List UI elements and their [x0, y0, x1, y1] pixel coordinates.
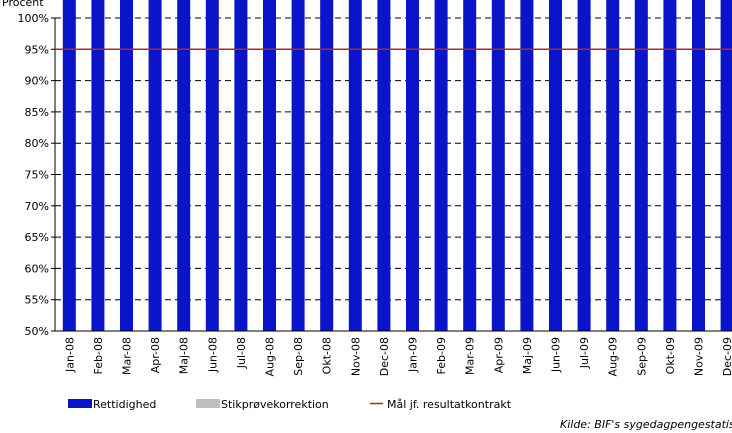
x-tick-label: Jun-08: [206, 337, 219, 373]
x-tick-label: Feb-08: [92, 337, 105, 374]
bar-segment: [177, 0, 191, 331]
bar-segment: [663, 0, 677, 331]
x-tick-label: Aug-09: [607, 337, 620, 376]
source: Kilde: BIF's sygedagpengestatistik: [560, 418, 732, 431]
bar-segment: [91, 0, 105, 331]
bar-segment: [205, 0, 219, 331]
bar-segment: [692, 0, 705, 331]
legend-label: Mål jf. resultatkontrakt: [387, 398, 512, 411]
x-tick-label: Okt-08: [321, 337, 334, 374]
x-tick-label: Mar-08: [121, 337, 134, 375]
x-tick-label: Maj-09: [521, 337, 534, 374]
y-tick-label: 90%: [25, 75, 49, 88]
x-tick-label: Sep-08: [292, 337, 305, 376]
legend-label: Stikprøvekorrektion: [221, 398, 329, 411]
bar-segment: [463, 0, 477, 331]
x-tick-label: Dec-08: [378, 337, 391, 376]
bar-segment: [320, 0, 334, 332]
legend-swatch: [68, 399, 92, 408]
bar-segment: [520, 0, 534, 331]
y-tick-label: 85%: [25, 106, 49, 119]
x-tick-label: Feb-09: [435, 337, 448, 374]
x-tick-label: Jul-09: [578, 337, 591, 369]
bar-segment: [577, 0, 591, 331]
bar-segment: [406, 0, 419, 331]
y-tick-label: 55%: [25, 294, 49, 307]
y-tick-label: 50%: [25, 325, 49, 338]
x-tick-label: Nov-09: [693, 337, 706, 376]
bar-segment: [377, 0, 391, 332]
x-tick-label: Jan-09: [407, 337, 420, 373]
x-tick-label: Jan-08: [63, 337, 76, 373]
x-tick-label: Mar-09: [464, 337, 477, 375]
bar-segment: [491, 0, 505, 332]
bar-segment: [148, 0, 162, 332]
bar-segment: [549, 0, 562, 331]
x-tick-label: Jun-09: [550, 337, 563, 373]
x-tick-label: Nov-08: [349, 337, 362, 376]
x-tick-label: Dec-09: [721, 337, 732, 376]
bar-segment: [348, 0, 362, 331]
x-tick-label: Aug-08: [264, 337, 277, 376]
bar-segment: [62, 0, 76, 331]
bar-segment: [606, 0, 620, 332]
y-tick-label: 60%: [25, 262, 49, 275]
bar-segment: [291, 0, 305, 331]
y-axis-label: Procent: [2, 0, 44, 9]
y-tick-label: 70%: [25, 200, 49, 213]
legend-label: Rettidighed: [93, 398, 156, 411]
y-tick-label: 80%: [25, 137, 49, 150]
bar-segment: [434, 0, 448, 331]
x-tick-label: Sep-09: [635, 337, 648, 376]
bar-segment: [234, 0, 248, 331]
y-tick-label: 75%: [25, 169, 49, 182]
bar-segment: [634, 0, 648, 331]
y-tick-label: 65%: [25, 231, 49, 244]
bar-segment: [720, 0, 732, 331]
x-tick-label: Apr-08: [149, 337, 162, 373]
legend-swatch: [196, 399, 220, 408]
x-tick-label: Jul-08: [235, 337, 248, 369]
x-tick-label: Apr-09: [492, 337, 505, 373]
bar-segment: [120, 0, 133, 331]
y-tick-label: 100%: [18, 12, 49, 25]
x-tick-label: Maj-08: [178, 337, 191, 374]
y-tick-label: 95%: [25, 43, 49, 56]
x-tick-label: Okt-09: [664, 337, 677, 374]
bar-segment: [263, 0, 276, 331]
